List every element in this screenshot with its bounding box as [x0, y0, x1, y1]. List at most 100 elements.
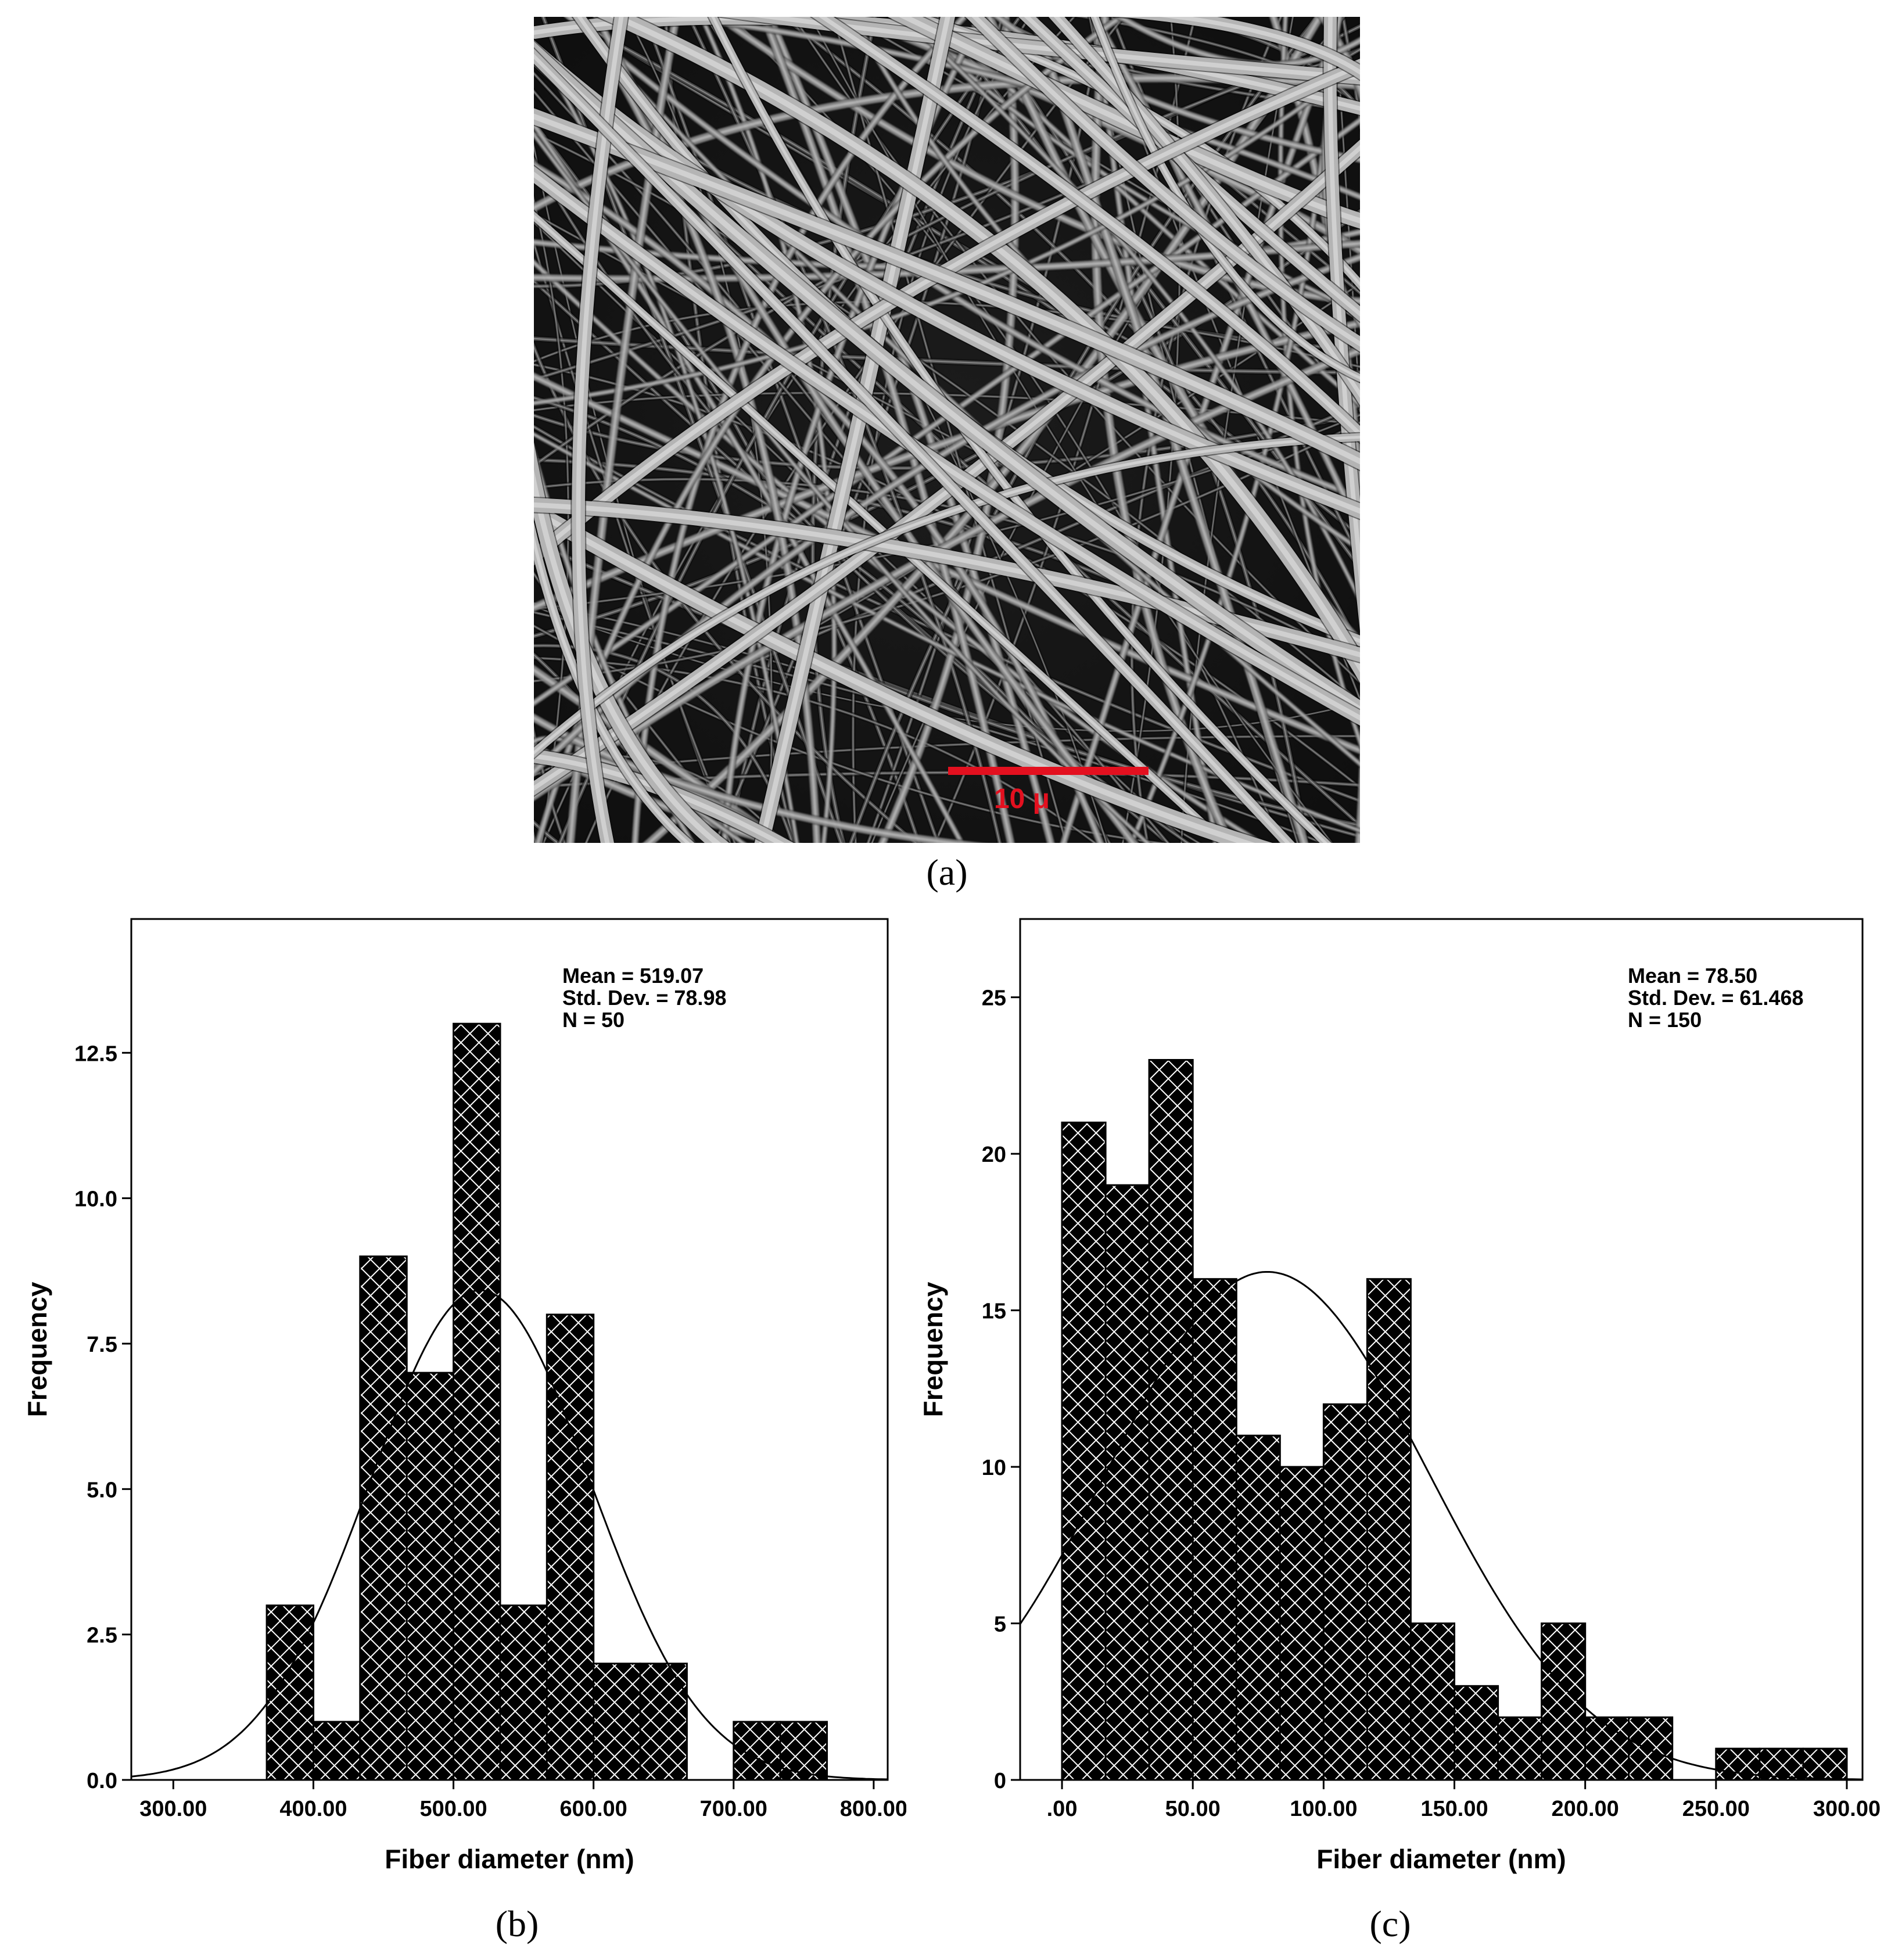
stats-annotation: Std. Dev. = 78.98 — [562, 986, 726, 1010]
fiber-highlight — [901, 17, 1360, 602]
bar — [1366, 1278, 1412, 1781]
fiber-highlight — [1093, 17, 1360, 380]
fiber-highlight — [762, 17, 1012, 843]
x-tick-label: 150.00 — [1420, 1797, 1488, 1821]
x-tick-label: 400.00 — [279, 1797, 347, 1821]
panel-label-a: (a) — [926, 852, 968, 893]
y-tick-label: 12.5 — [74, 1042, 117, 1066]
x-tick-label: 800.00 — [840, 1797, 906, 1821]
fiber — [754, 17, 955, 843]
fiber-highlight — [580, 17, 819, 843]
bar — [1497, 1716, 1543, 1781]
x-axis-label: Fiber diameter (nm) — [1316, 1844, 1566, 1874]
fiber — [534, 48, 1295, 843]
stats-annotation: Mean = 78.50 — [1628, 964, 1757, 988]
fiber-highlight — [534, 171, 1360, 721]
y-tick-label: 20 — [982, 1143, 1006, 1167]
y-tick-label: 10.0 — [74, 1187, 117, 1212]
bar — [1802, 1747, 1848, 1781]
y-tick-label: 5.0 — [87, 1478, 117, 1502]
scale-bar-label: 10 μ — [994, 784, 1050, 814]
y-tick-label: 15 — [982, 1300, 1006, 1324]
stats-annotation: N = 50 — [562, 1008, 625, 1032]
bar — [1454, 1685, 1499, 1781]
x-tick-label: 700.00 — [700, 1797, 767, 1821]
bar — [1148, 1059, 1194, 1781]
fiber-highlight — [819, 17, 1360, 437]
bar — [405, 1372, 455, 1781]
fiber — [534, 108, 1360, 470]
y-axis-label: Frequency — [22, 1281, 52, 1417]
fiber — [534, 166, 1360, 726]
fiber-highlight — [711, 17, 1328, 843]
fiber-highlight — [534, 508, 1255, 843]
fiber — [534, 611, 1326, 843]
bar — [359, 1255, 408, 1781]
stats-annotation: N = 150 — [1628, 1008, 1702, 1032]
fiber — [534, 41, 1360, 468]
y-axis-label: Frequency — [918, 1281, 948, 1417]
fiber-highlight — [576, 17, 624, 843]
bar — [1061, 1121, 1107, 1781]
bar — [1322, 1403, 1369, 1781]
y-tick-label: 7.5 — [87, 1333, 117, 1357]
fiber-highlight — [534, 261, 1262, 843]
bar — [312, 1721, 361, 1781]
fiber — [1118, 17, 1360, 80]
x-tick-label: 50.00 — [1165, 1797, 1221, 1821]
bar — [779, 1721, 828, 1781]
bar — [733, 1721, 781, 1781]
fiber — [534, 501, 1273, 843]
fiber-highlight — [634, 17, 966, 843]
histogram-c: 0 5 10 15 20 25 .00 50.00 100.00 150.00 200.00 250.… — [906, 906, 1884, 1955]
panel-label-b: (b) — [495, 1903, 539, 1944]
histogram-b: 0.0 2.5 5.0 7.5 10.0 12.5 300.00 400.00 500.00 60… — [0, 906, 907, 1955]
y-tick-label: 0 — [994, 1769, 1006, 1793]
x-tick-label: 100.00 — [1290, 1797, 1357, 1821]
bars-c — [1061, 1059, 1848, 1781]
y-tick-label: 25 — [982, 986, 1006, 1011]
fiber-highlight — [534, 349, 1360, 798]
x-tick-label: .00 — [1047, 1797, 1078, 1821]
normal-curve — [131, 1289, 888, 1780]
fiber-highlight — [534, 436, 1360, 755]
y-tick-label: 5 — [994, 1613, 1006, 1637]
fiber-highlight — [759, 17, 950, 843]
x-tick-label: 200.00 — [1552, 1797, 1619, 1821]
fiber — [534, 433, 1360, 759]
x-tick-label: 300.00 — [1813, 1797, 1881, 1821]
x-tick-label: 300.00 — [139, 1797, 207, 1821]
bar — [1235, 1434, 1281, 1781]
fiber — [1090, 17, 1360, 382]
y-tick-label: 2.5 — [87, 1624, 117, 1648]
fiber-network-top — [534, 17, 1360, 843]
y-tick-label: 0.0 — [87, 1769, 117, 1793]
bar — [1104, 1184, 1150, 1781]
bar — [1628, 1716, 1674, 1781]
x-tick-label: 250.00 — [1682, 1797, 1750, 1821]
fiber-highlight — [534, 716, 961, 843]
fiber-highlight — [534, 612, 1325, 843]
sem-micrograph: 10 μ — [534, 17, 1360, 843]
fiber — [534, 624, 1168, 843]
fiber — [572, 17, 628, 843]
x-tick-label: 600.00 — [560, 1797, 627, 1821]
bars-b — [265, 1022, 828, 1781]
fiber-highlight — [534, 113, 1360, 465]
bar — [499, 1604, 548, 1781]
bar — [593, 1663, 641, 1781]
bar — [1584, 1716, 1630, 1781]
fiber-highlight — [534, 745, 787, 843]
fiber-highlight — [567, 17, 1360, 499]
x-axis-label: Fiber diameter (nm) — [385, 1844, 634, 1874]
bar — [639, 1663, 688, 1781]
stats-annotation: Mean = 519.07 — [562, 964, 704, 988]
fiber — [966, 17, 1360, 352]
fiber-highlight — [534, 53, 1290, 843]
fiber — [812, 17, 1360, 443]
bar — [453, 1022, 501, 1781]
bar — [546, 1313, 595, 1781]
fiber — [708, 17, 1332, 843]
fiber-highlight — [911, 17, 1360, 286]
x-tick-label: 500.00 — [419, 1797, 487, 1821]
